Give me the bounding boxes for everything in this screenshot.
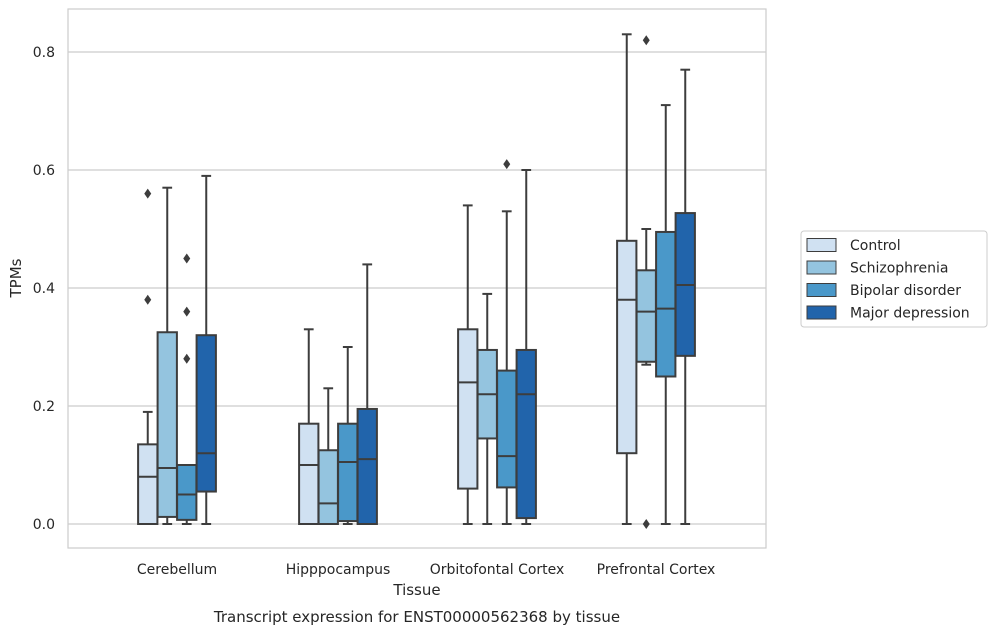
legend-swatch	[806, 238, 837, 252]
outlier-point	[144, 188, 152, 199]
iqr-box	[655, 230, 677, 378]
iqr-box	[635, 269, 657, 363]
legend-swatch	[806, 260, 837, 275]
box-bipolar-disorder	[496, 159, 518, 525]
x-tick-label: Orbitofontal Cortex	[430, 562, 565, 578]
x-axis-ticks: Cerebellum Hipppocampus Orbitofontal Corte…	[137, 562, 715, 578]
iqr-box	[356, 407, 378, 526]
iqr-box	[298, 422, 320, 526]
box-bipolar-disorder	[337, 346, 359, 525]
iqr-box	[616, 239, 638, 455]
outlier-point	[642, 519, 650, 529]
outlier-point	[183, 353, 191, 364]
plot-frame	[67, 8, 767, 549]
legend-frame	[800, 230, 988, 328]
y-tick-label: 0.4	[33, 281, 55, 297]
iqr-box	[156, 331, 178, 518]
iqr-box	[515, 348, 537, 520]
box-major-depression	[195, 174, 217, 525]
outlier-point	[642, 35, 650, 46]
box-major-depression	[674, 68, 696, 525]
y-tick-label: 0.6	[33, 163, 55, 179]
legend-label: Bipolar disorder	[850, 283, 961, 299]
x-tick-label: Prefrontal Cortex	[597, 562, 716, 578]
box-major-depression	[356, 263, 378, 526]
iqr-box	[137, 443, 159, 526]
chart-caption: Transcript expression for ENST0000056236…	[213, 608, 620, 626]
y-axis-ticks: 0.0 0.2 0.4 0.6 0.8	[33, 45, 55, 533]
legend-label: Schizophrenia	[850, 261, 948, 277]
legend-label: Control	[850, 238, 901, 254]
box-schizophrenia	[635, 35, 657, 529]
iqr-box	[317, 449, 339, 525]
box-control	[137, 188, 159, 526]
box-schizophrenia	[156, 186, 178, 525]
iqr-box	[176, 464, 198, 521]
box-control	[457, 204, 479, 525]
iqr-box	[337, 422, 359, 523]
legend: Control Schizophrenia Bipolar disorder Majo…	[800, 230, 988, 328]
y-tick-label: 0.2	[33, 399, 55, 415]
legend-swatch	[806, 305, 837, 320]
outlier-point	[503, 159, 511, 170]
box-schizophrenia	[476, 292, 498, 525]
y-tick-label: 0.8	[33, 45, 55, 61]
iqr-box	[195, 334, 217, 493]
x-axis-title: Tissue	[392, 581, 440, 599]
box-major-depression	[515, 169, 537, 525]
x-tick-label: Hipppocampus	[286, 562, 391, 578]
box-bipolar-disorder	[176, 253, 198, 525]
legend-label: Major depression	[850, 306, 970, 322]
box-series	[137, 33, 696, 529]
x-tick-label: Cerebellum	[137, 562, 217, 578]
iqr-box	[457, 328, 479, 490]
legend-swatch	[806, 283, 837, 297]
outlier-point	[183, 253, 191, 264]
y-axis-title: TPMs	[7, 258, 25, 298]
outlier-point	[144, 294, 152, 305]
y-tick-label: 0.0	[33, 517, 55, 533]
outlier-point	[183, 306, 191, 317]
box-schizophrenia	[317, 387, 339, 525]
iqr-box	[496, 369, 518, 489]
box-bipolar-disorder	[655, 104, 677, 525]
